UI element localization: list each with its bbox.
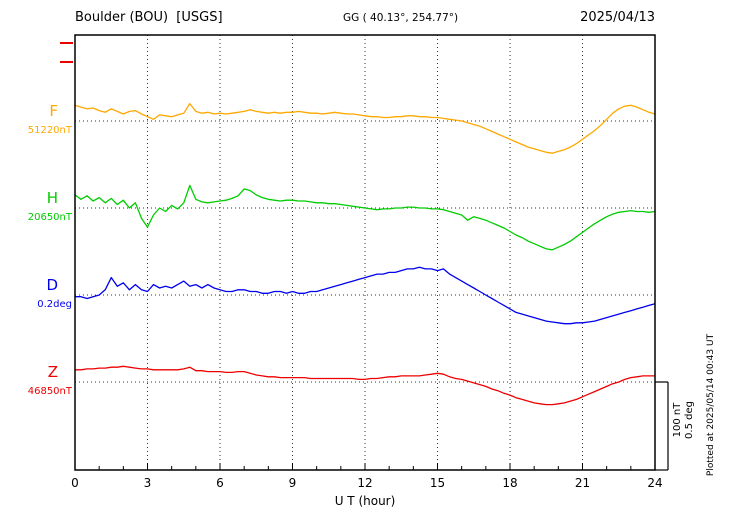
plotted-at-note: Plotted at 2025/05/14 00:43 UT — [706, 333, 716, 477]
geographic-coordinates: GG ( 40.13°, 254.77°) — [343, 12, 459, 24]
x-tick-label-12: 12 — [357, 476, 373, 490]
channel-letter-H: H — [46, 189, 58, 207]
x-tick-label-18: 18 — [502, 476, 518, 490]
scale-bar-label: 100 nT 0.5 deg — [672, 375, 696, 465]
scale-bar-label-deg: 0.5 deg — [684, 401, 695, 439]
x-axis-title: U T (hour) — [334, 494, 396, 508]
channel-baseline-value-Z: 46850nT — [27, 386, 72, 397]
trace-H — [74, 184, 656, 251]
x-tick-label-3: 3 — [143, 476, 152, 490]
plot-frame — [74, 34, 656, 471]
trace-F — [74, 102, 656, 154]
x-tick-label-15: 15 — [429, 476, 446, 490]
channel-letter-D: D — [46, 276, 58, 294]
x-tick-label-24: 24 — [647, 476, 663, 490]
plot-date: 2025/04/13 — [580, 10, 655, 25]
x-tick-label-6: 6 — [216, 476, 224, 490]
station-title: Boulder (BOU) [USGS] — [75, 10, 223, 25]
trace-Z — [75, 365, 655, 406]
x-tick-label-0: 0 — [71, 476, 79, 490]
scale-bar-label-nt: 100 nT — [672, 402, 683, 438]
channel-baseline-value-H: 20650nT — [27, 212, 72, 223]
trace-D — [75, 266, 656, 325]
channel-letter-F: F — [49, 102, 58, 120]
channel-baseline-value-D: 0.2deg — [37, 299, 72, 310]
channel-letter-Z: Z — [47, 363, 58, 381]
x-tick-label-21: 21 — [574, 476, 591, 490]
x-tick-label-9: 9 — [288, 476, 297, 490]
channel-baseline-value-F: 51220nT — [27, 125, 72, 136]
